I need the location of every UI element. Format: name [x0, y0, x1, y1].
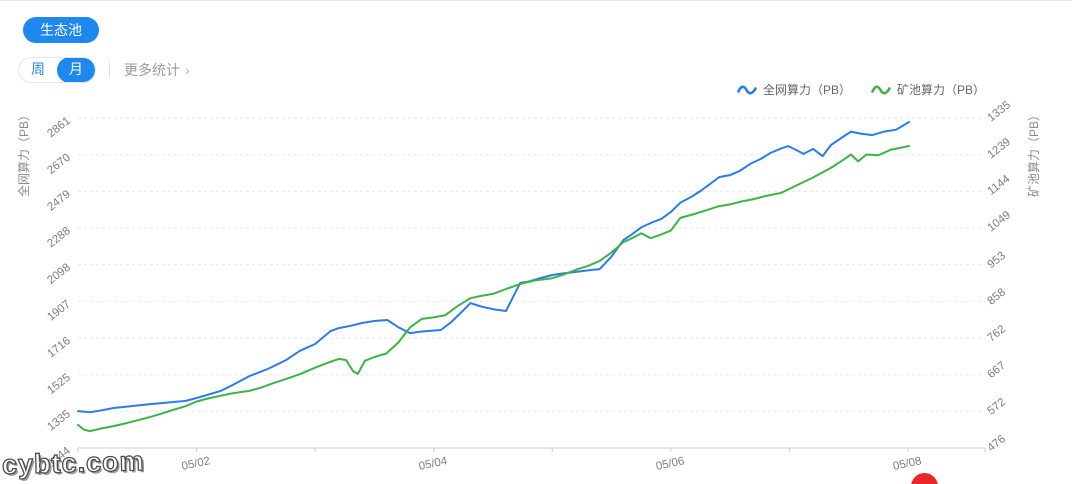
ecological-pool-tab[interactable]: 生态池: [23, 17, 99, 43]
legend-label: 矿池算力（PB）: [896, 83, 985, 97]
squiggle-line-icon: [737, 85, 757, 94]
svg-text:05/08: 05/08: [892, 455, 923, 473]
svg-text:矿池算力（PB）: 矿池算力（PB）: [1026, 109, 1041, 197]
legend-label: 全网算力（PB）: [762, 83, 851, 97]
svg-text:2861: 2861: [45, 115, 73, 140]
svg-text:1144: 1144: [46, 445, 73, 470]
legend-item-network-hashrate[interactable]: 全网算力（PB）: [737, 81, 851, 98]
svg-text:1335: 1335: [985, 99, 1013, 124]
svg-text:953: 953: [985, 250, 1008, 271]
legend-item-pool-hashrate[interactable]: 矿池算力（PB）: [871, 81, 985, 98]
toggle-month[interactable]: 月: [57, 58, 95, 82]
svg-text:1335: 1335: [45, 408, 73, 433]
svg-text:05/02: 05/02: [181, 455, 212, 473]
squiggle-line-icon: [871, 85, 891, 94]
svg-text:1049: 1049: [985, 209, 1013, 234]
divider: [109, 62, 110, 78]
toggle-week[interactable]: 周: [31, 61, 45, 77]
svg-text:1716: 1716: [45, 335, 73, 360]
svg-text:1239: 1239: [985, 136, 1013, 161]
svg-text:1525: 1525: [45, 372, 73, 397]
floating-red-dot[interactable]: [911, 473, 938, 484]
chevron-right-icon: ›: [185, 62, 190, 78]
svg-text:762: 762: [985, 323, 1008, 344]
svg-text:572: 572: [985, 396, 1008, 417]
svg-text:2098: 2098: [45, 262, 73, 287]
svg-text:667: 667: [985, 360, 1008, 381]
svg-text:1144: 1144: [985, 173, 1012, 198]
period-toggle: 周 月: [18, 57, 96, 83]
svg-text:1907: 1907: [45, 298, 73, 323]
svg-text:2288: 2288: [45, 225, 73, 250]
svg-text:2670: 2670: [45, 152, 73, 177]
svg-text:全网算力（PB）: 全网算力（PB）: [16, 109, 31, 197]
period-controls: 周 月 更多统计 ›: [18, 57, 190, 83]
svg-text:2479: 2479: [45, 188, 73, 213]
svg-text:858: 858: [985, 286, 1008, 307]
svg-text:476: 476: [985, 433, 1008, 454]
more-stats-label: 更多统计: [124, 62, 180, 78]
svg-text:05/04: 05/04: [418, 455, 449, 473]
svg-text:05/06: 05/06: [655, 455, 686, 473]
more-stats-link[interactable]: 更多统计 ›: [124, 60, 190, 80]
chart-legend: 全网算力（PB） 矿池算力（PB）: [737, 81, 985, 98]
